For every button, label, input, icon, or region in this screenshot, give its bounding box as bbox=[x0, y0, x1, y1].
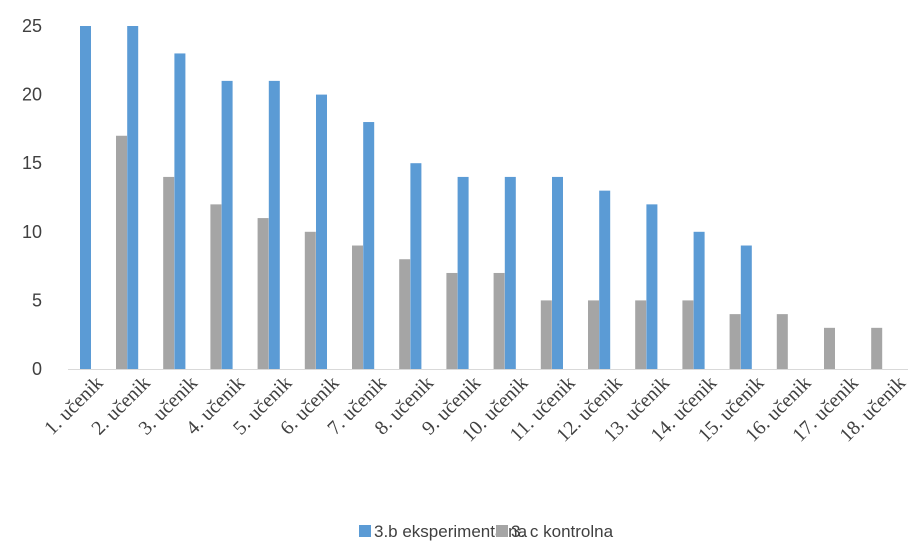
bar-eksperimentalna bbox=[599, 190, 611, 369]
bar-kontrolna bbox=[210, 204, 222, 369]
legend-swatch bbox=[496, 525, 508, 537]
bar-kontrolna bbox=[635, 300, 647, 369]
y-tick-label: 0 bbox=[32, 359, 42, 379]
y-axis: 0 5 10 15 20 25 bbox=[22, 16, 42, 379]
bar-eksperimentalna bbox=[552, 176, 563, 369]
bar-kontrolna bbox=[729, 314, 741, 369]
y-tick-label: 15 bbox=[22, 153, 42, 173]
bar-kontrolna bbox=[871, 327, 883, 369]
bar-kontrolna bbox=[116, 135, 127, 369]
bar-eksperimentalna bbox=[221, 80, 233, 369]
bar-kontrolna bbox=[257, 218, 269, 369]
bar-kontrolna bbox=[352, 245, 363, 369]
bar-kontrolna bbox=[163, 176, 175, 369]
bar-kontrolna bbox=[588, 300, 599, 369]
legend-label: 3. c kontrolna bbox=[511, 522, 614, 541]
bar-eksperimentalna bbox=[646, 204, 658, 369]
y-tick-label: 10 bbox=[22, 222, 42, 242]
bar-eksperimentalna bbox=[127, 26, 139, 369]
legend-swatch bbox=[359, 525, 371, 537]
bar-kontrolna bbox=[446, 272, 458, 369]
bar-eksperimentalna bbox=[174, 53, 186, 369]
y-tick-label: 25 bbox=[22, 16, 42, 36]
bar-eksperimentalna bbox=[410, 163, 422, 369]
bar-kontrolna bbox=[776, 314, 788, 369]
legend-label: 3.b eksperimentalna bbox=[374, 522, 528, 541]
bar-eksperimentalna bbox=[363, 122, 375, 369]
bar-kontrolna bbox=[493, 272, 505, 369]
bar-kontrolna bbox=[682, 300, 694, 369]
bar-eksperimentalna bbox=[457, 176, 469, 369]
bar-eksperimentalna bbox=[80, 26, 91, 369]
bar-eksperimentalna bbox=[268, 80, 280, 369]
bars bbox=[80, 26, 883, 369]
bar-eksperimentalna bbox=[316, 94, 327, 369]
y-tick-label: 5 bbox=[32, 290, 42, 310]
y-tick-label: 20 bbox=[22, 85, 42, 105]
bar-eksperimentalna bbox=[504, 176, 516, 369]
bar-kontrolna bbox=[399, 259, 411, 369]
bar-kontrolna bbox=[304, 231, 316, 369]
bar-kontrolna bbox=[540, 300, 552, 369]
bar-eksperimentalna bbox=[693, 231, 705, 369]
bar-eksperimentalna bbox=[740, 245, 752, 369]
bar-kontrolna bbox=[824, 327, 835, 369]
